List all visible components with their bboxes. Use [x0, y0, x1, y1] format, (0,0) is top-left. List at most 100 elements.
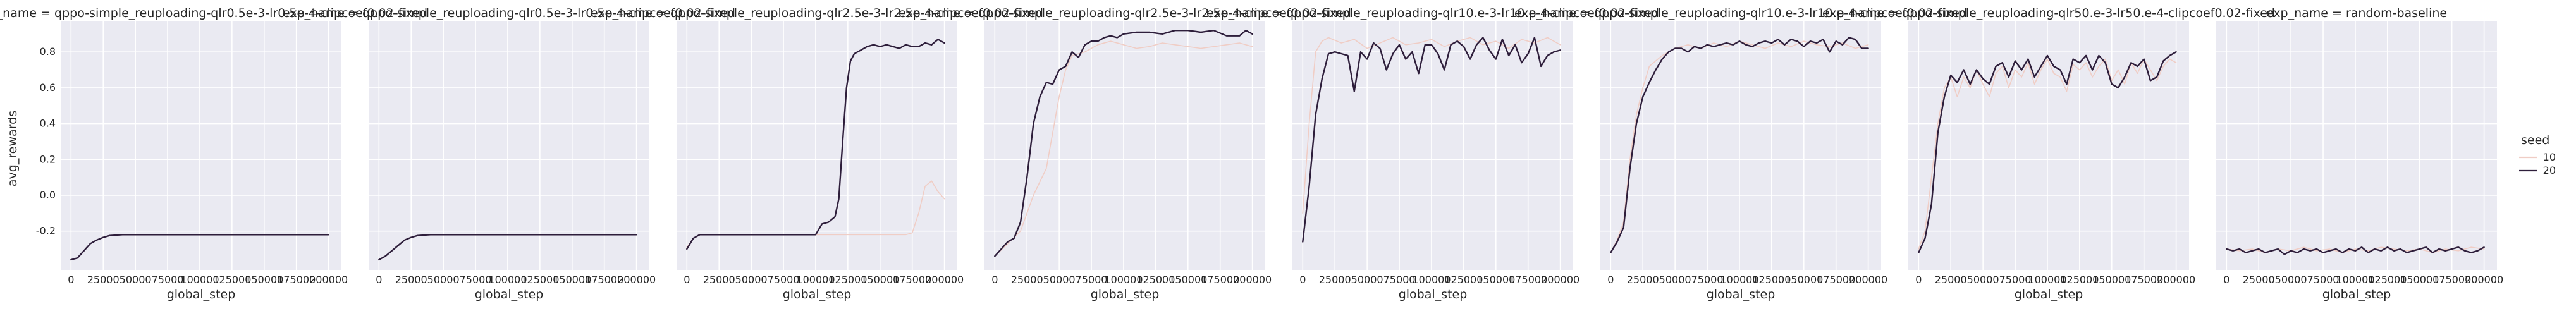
x-tick-label: 75000: [1383, 274, 1416, 286]
x-tick-label: 50000: [1659, 274, 1691, 286]
y-tick-label: 0.8: [40, 46, 56, 58]
x-tick-label: 50000: [427, 274, 460, 286]
x-tick-label: 100000: [180, 274, 219, 286]
x-tick-label: 200000: [1849, 274, 1887, 286]
x-tick-label: 200000: [309, 274, 348, 286]
x-tick-label: 50000: [735, 274, 768, 286]
y-tick-label: 0.0: [40, 189, 56, 201]
x-tick-label: 75000: [1076, 274, 1108, 286]
x-tick-label: 125000: [2060, 274, 2099, 286]
x-tick-label: 125000: [520, 274, 559, 286]
plot-background: [1292, 21, 1573, 270]
x-tick-label: 50000: [1351, 274, 1383, 286]
x-tick-label: 100000: [1412, 274, 1451, 286]
x-tick-label: 75000: [2307, 274, 2340, 286]
x-tick-label: 175000: [1817, 274, 1855, 286]
facets: 0 25000 50000 75000100000125000150000175000…: [0, 6, 2503, 301]
x-tick-label: 200000: [2157, 274, 2195, 286]
series-line-seed-20: [1610, 37, 1869, 253]
x-tick-label: 50000: [1043, 274, 1076, 286]
x-tick-label: 200000: [1233, 274, 1272, 286]
x-tick-label: 50000: [2275, 274, 2307, 286]
x-tick-label: 75000: [460, 274, 492, 286]
y-tick-label: 0.2: [40, 153, 56, 165]
facet-title: exp_name = qppo-simple_reuploading-qlr2.…: [899, 6, 1351, 20]
facet-panel: 0 25000 50000 75000100000125000150000175000…: [0, 6, 427, 301]
x-tick-label: 150000: [2400, 274, 2439, 286]
facet-title: exp_name = qppo-simple_reuploading-qlr2.…: [591, 6, 1043, 20]
series-line-seed-10: [994, 40, 1253, 257]
x-tick-label: 100000: [796, 274, 835, 286]
x-axis-label: global_step: [1399, 288, 1468, 301]
x-tick-label: 175000: [2432, 274, 2471, 286]
facet-title: exp_name = qppo-simple_reuploading-qlr10…: [1514, 6, 1967, 20]
y-axis-label: avg_rewards: [6, 111, 20, 186]
x-tick-label: 125000: [2368, 274, 2407, 286]
x-tick-label: 75000: [152, 274, 184, 286]
x-tick-label: 200000: [2465, 274, 2503, 286]
x-tick-label: 0: [1607, 274, 1614, 286]
x-tick-label: 0: [2223, 274, 2229, 286]
x-tick-label: 25000: [395, 274, 427, 286]
series-line-seed-20: [686, 39, 945, 250]
x-axis-label: global_step: [783, 288, 852, 301]
x-tick-label: 100000: [488, 274, 527, 286]
facet-title: exp_name = random-baseline: [2266, 6, 2447, 20]
x-tick-label: 150000: [2092, 274, 2131, 286]
facet-panel: 0 25000 50000 75000100000125000150000175000…: [1822, 6, 2275, 301]
facet-panel: 0 25000 50000 75000100000125000150000175000…: [1206, 6, 1659, 301]
series-line-seed-20: [2226, 246, 2485, 255]
x-tick-label: 200000: [1541, 274, 1579, 286]
plot-background: [1600, 21, 1881, 270]
x-tick-label: 100000: [1720, 274, 1758, 286]
x-tick-label: 75000: [1691, 274, 1724, 286]
x-tick-label: 125000: [212, 274, 251, 286]
series-line-seed-20: [70, 234, 329, 261]
legend-label-10: 10: [2543, 151, 2556, 163]
x-tick-label: 175000: [2125, 274, 2163, 286]
legend-label-20: 20: [2543, 164, 2556, 176]
x-tick-label: 150000: [1476, 274, 1515, 286]
series-line-seed-20: [378, 234, 637, 261]
y-tick-label: 0.6: [40, 82, 56, 94]
x-tick-label: 150000: [245, 274, 283, 286]
x-tick-label: 125000: [828, 274, 867, 286]
plot-background: [61, 21, 341, 270]
facet-title: exp_name = qppo-simple_reuploading-qlr0.…: [0, 6, 427, 20]
x-tick-label: 175000: [1201, 274, 1239, 286]
facet-title: exp_name = qppo-simple_reuploading-qlr10…: [1206, 6, 1659, 20]
x-tick-label: 175000: [893, 274, 931, 286]
x-tick-label: 200000: [617, 274, 656, 286]
facet-title: exp_name = qppo-simple_reuploading-qlr0.…: [283, 6, 735, 20]
facet-panel: 0 25000 50000 75000100000125000150000175000…: [591, 6, 1043, 301]
series-line-seed-10: [1918, 58, 2177, 250]
x-tick-label: 200000: [925, 274, 964, 286]
x-tick-label: 0: [68, 274, 74, 286]
facet-panel: 0 25000 50000 75000100000125000150000175000…: [1514, 6, 1967, 301]
x-tick-label: 0: [376, 274, 382, 286]
x-tick-label: 0: [684, 274, 690, 286]
facet-title: exp_name = qppo-simple_reuploading-qlr50…: [1822, 6, 2275, 20]
x-tick-label: 150000: [861, 274, 899, 286]
plot-background: [369, 21, 649, 270]
x-tick-label: 75000: [768, 274, 800, 286]
legend: seed 10 20: [2519, 133, 2556, 176]
x-tick-label: 75000: [1999, 274, 2032, 286]
x-tick-label: 150000: [1168, 274, 1207, 286]
x-tick-label: 25000: [2243, 274, 2275, 286]
x-axis-label: global_step: [167, 288, 236, 301]
legend-title: seed: [2521, 133, 2549, 147]
series-line-seed-20: [1918, 51, 2177, 253]
series-line-seed-20: [1302, 37, 1561, 243]
x-tick-label: 0: [1915, 274, 1922, 286]
x-tick-label: 175000: [1509, 274, 1547, 286]
x-tick-label: 100000: [2028, 274, 2066, 286]
x-tick-label: 25000: [1011, 274, 1043, 286]
x-tick-label: 125000: [1136, 274, 1175, 286]
x-tick-label: 0: [991, 274, 998, 286]
x-tick-label: 0: [1299, 274, 1306, 286]
x-axis-label: global_step: [1707, 288, 1776, 301]
x-tick-label: 125000: [1752, 274, 1791, 286]
y-tick-label: 0.4: [40, 118, 56, 130]
facet-panel: 0 25000 50000 75000100000125000150000175000…: [899, 6, 1351, 301]
